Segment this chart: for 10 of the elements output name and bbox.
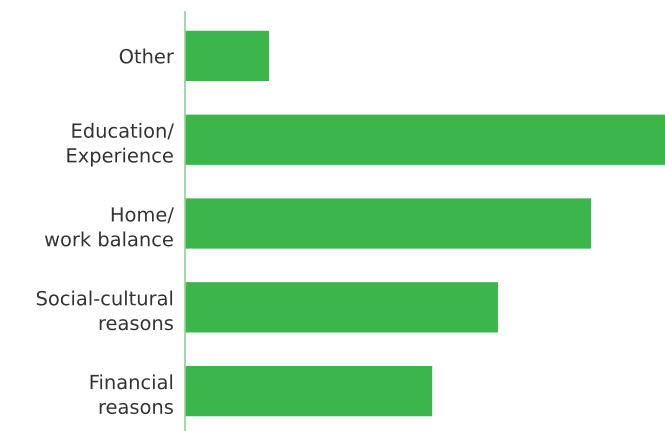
bar bbox=[185, 114, 665, 165]
bar bbox=[185, 30, 269, 82]
bar bbox=[185, 282, 498, 332]
bar bbox=[185, 198, 592, 249]
y-tick-label: Education/ Experience bbox=[67, 122, 174, 166]
y-tick-label: Home/ work balance bbox=[44, 207, 174, 246]
y-tick-label: Other bbox=[120, 48, 174, 64]
y-tick-label: Financial reasons bbox=[90, 374, 173, 414]
y-tick-label: Social-cultural reasons bbox=[36, 290, 173, 330]
bar bbox=[185, 366, 432, 416]
